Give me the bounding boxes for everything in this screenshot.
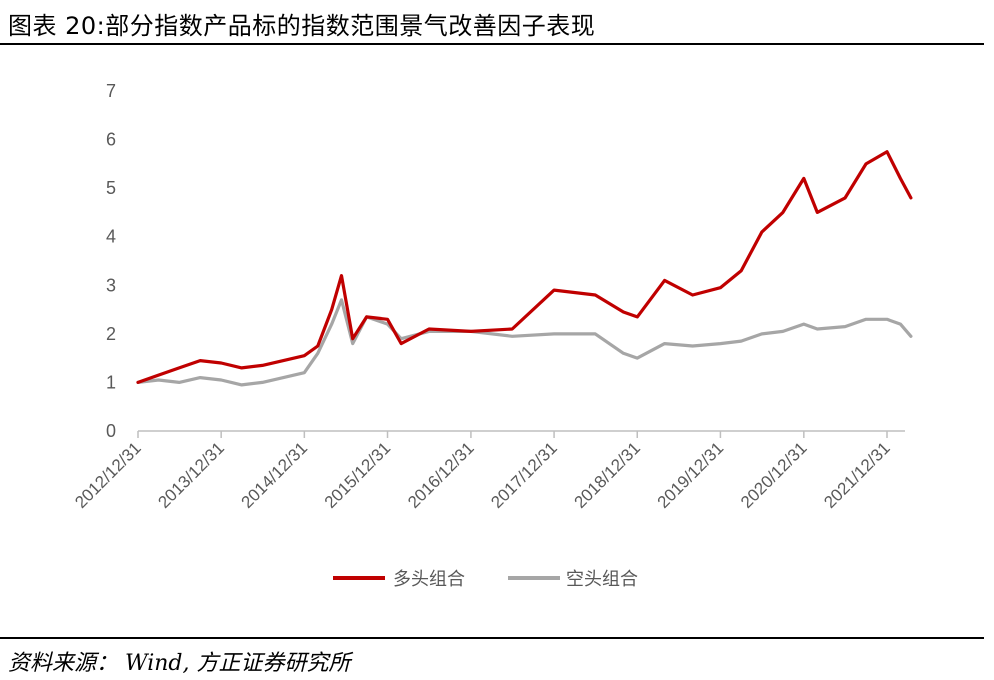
y-tick-label: 0 [106, 421, 116, 441]
y-tick-label: 1 [106, 372, 116, 392]
y-tick-label: 7 [106, 81, 116, 101]
series-line-long [136, 150, 913, 384]
x-tick-label: 2020/12/31 [737, 438, 811, 512]
legend-label-long: 多头组合 [393, 569, 465, 590]
x-axis: 2012/12/31 2013/12/31 2014/12/31 2015/12/31… [71, 430, 905, 512]
title-rule [0, 43, 984, 45]
source-note: 资料来源： Wind, 方正证券研究所 [8, 651, 351, 676]
y-axis: 0 1 2 3 4 5 6 7 [106, 81, 116, 441]
y-tick-label: 4 [106, 227, 116, 247]
y-tick-label: 6 [106, 130, 116, 150]
legend: 多头组合 空头组合 [333, 569, 638, 590]
series-layer [136, 150, 913, 387]
y-tick-label: 2 [106, 324, 116, 344]
x-tick-label: 2021/12/31 [820, 438, 894, 512]
figure-title: 图表 20:部分指数产品标的指数范围景气改善因子表现 [8, 12, 596, 40]
y-tick-label: 5 [106, 178, 116, 198]
x-tick-label: 2019/12/31 [654, 438, 728, 512]
y-tick-label: 3 [106, 275, 116, 295]
series-line-short [136, 298, 913, 387]
x-tick-label: 2018/12/31 [570, 438, 644, 512]
x-tick-label: 2015/12/31 [321, 438, 395, 512]
legend-label-short: 空头组合 [566, 569, 638, 590]
x-tick-label: 2013/12/31 [154, 438, 228, 512]
x-tick-label: 2016/12/31 [404, 438, 478, 512]
x-tick-label: 2017/12/31 [487, 438, 561, 512]
x-tick-label: 2014/12/31 [238, 438, 312, 512]
x-tick-label: 2012/12/31 [71, 438, 145, 512]
source-rule [0, 637, 984, 639]
